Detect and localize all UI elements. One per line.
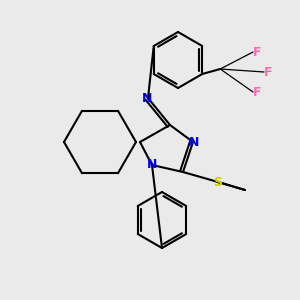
- Text: N: N: [147, 158, 157, 170]
- Text: N: N: [189, 136, 199, 148]
- Text: S: S: [214, 176, 223, 188]
- Text: F: F: [253, 46, 261, 59]
- Text: F: F: [253, 85, 261, 98]
- Text: F: F: [264, 65, 272, 79]
- Text: N: N: [142, 92, 152, 104]
